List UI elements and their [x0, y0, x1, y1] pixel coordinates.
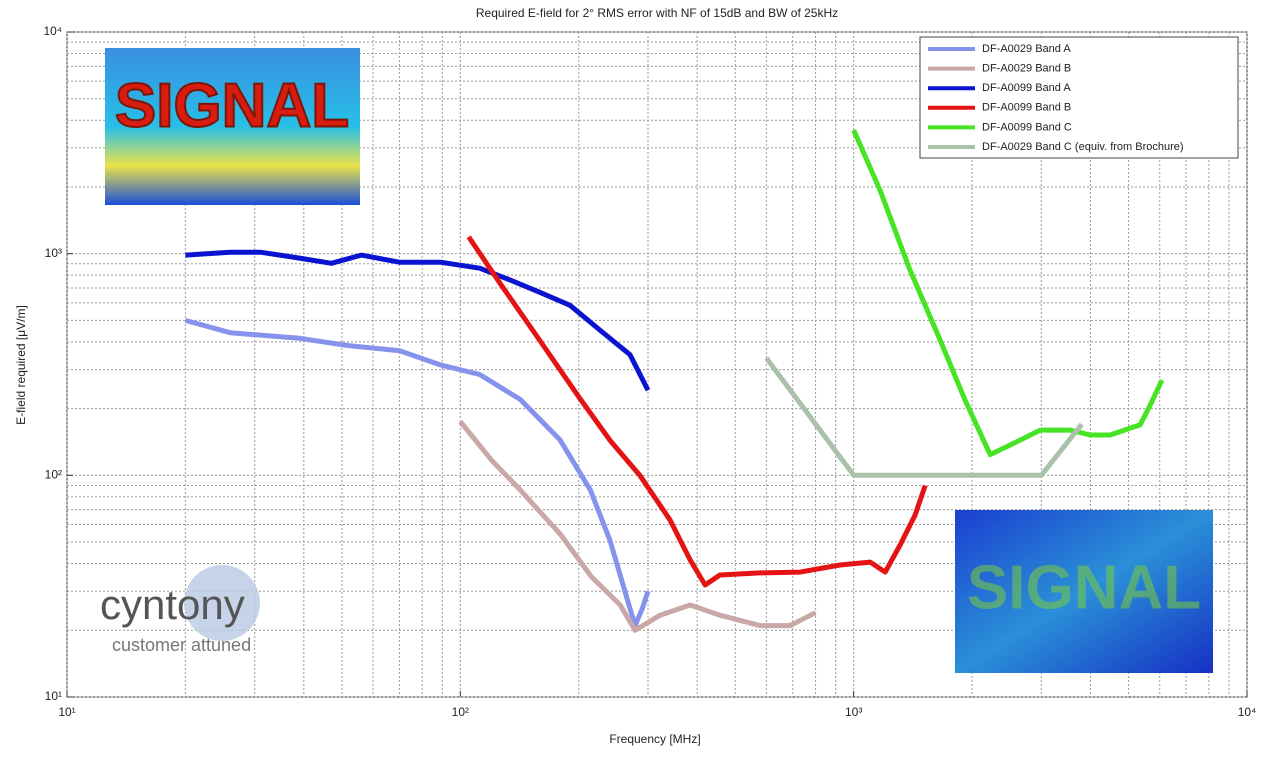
series-line — [764, 356, 1084, 478]
signal-text: SIGNAL — [967, 553, 1201, 622]
legend-label: DF-A0099 Band C — [982, 121, 1072, 133]
series-line — [466, 235, 928, 588]
y-tick-label: 10¹ — [45, 689, 62, 703]
legend-label: DF-A0029 Band B — [982, 63, 1071, 75]
logo-tagline: customer attuned — [112, 635, 251, 655]
y-axis-label: E-field required [μV/m] — [14, 305, 28, 425]
x-tick-label: 10¹ — [58, 705, 75, 719]
signal-image — [105, 48, 360, 205]
legend-entries: DF-A0029 Band A DF-A0029 Band B DF-A0099 B… — [928, 43, 1184, 153]
logo-circle — [184, 565, 260, 641]
lines — [184, 129, 1165, 633]
legend-label: DF-A0029 Band C (equiv. from Brochure) — [982, 141, 1184, 153]
legend — [919, 36, 1239, 159]
signal-image — [955, 510, 1213, 673]
x-tick-label: 10⁴ — [1238, 705, 1257, 719]
legend-label: DF-A0099 Band A — [982, 82, 1071, 94]
x-tick-label: 10² — [452, 705, 469, 719]
y-tick-label: 10² — [45, 468, 62, 482]
series-line — [851, 129, 1165, 458]
legend-label: DF-A0029 Band A — [982, 43, 1071, 55]
legend-label: DF-A0099 Band B — [982, 102, 1071, 114]
x-tick-label: 10³ — [845, 705, 862, 719]
series-line — [185, 249, 651, 392]
chart-title: Required E-field for 2° RMS error with N… — [476, 6, 838, 20]
signal-text: SIGNAL — [115, 71, 349, 140]
x-axis-label: Frequency [MHz] — [609, 732, 700, 746]
series-line — [458, 419, 817, 633]
y-tick-label: 10⁴ — [43, 24, 62, 38]
logo-name: cyntony — [100, 581, 245, 628]
series-line — [184, 317, 651, 629]
y-tick-label: 10³ — [45, 246, 62, 260]
grid: 10¹ 10² 10³ 10⁴ 10¹ 10² 10³ 10⁴ — [43, 24, 1256, 719]
